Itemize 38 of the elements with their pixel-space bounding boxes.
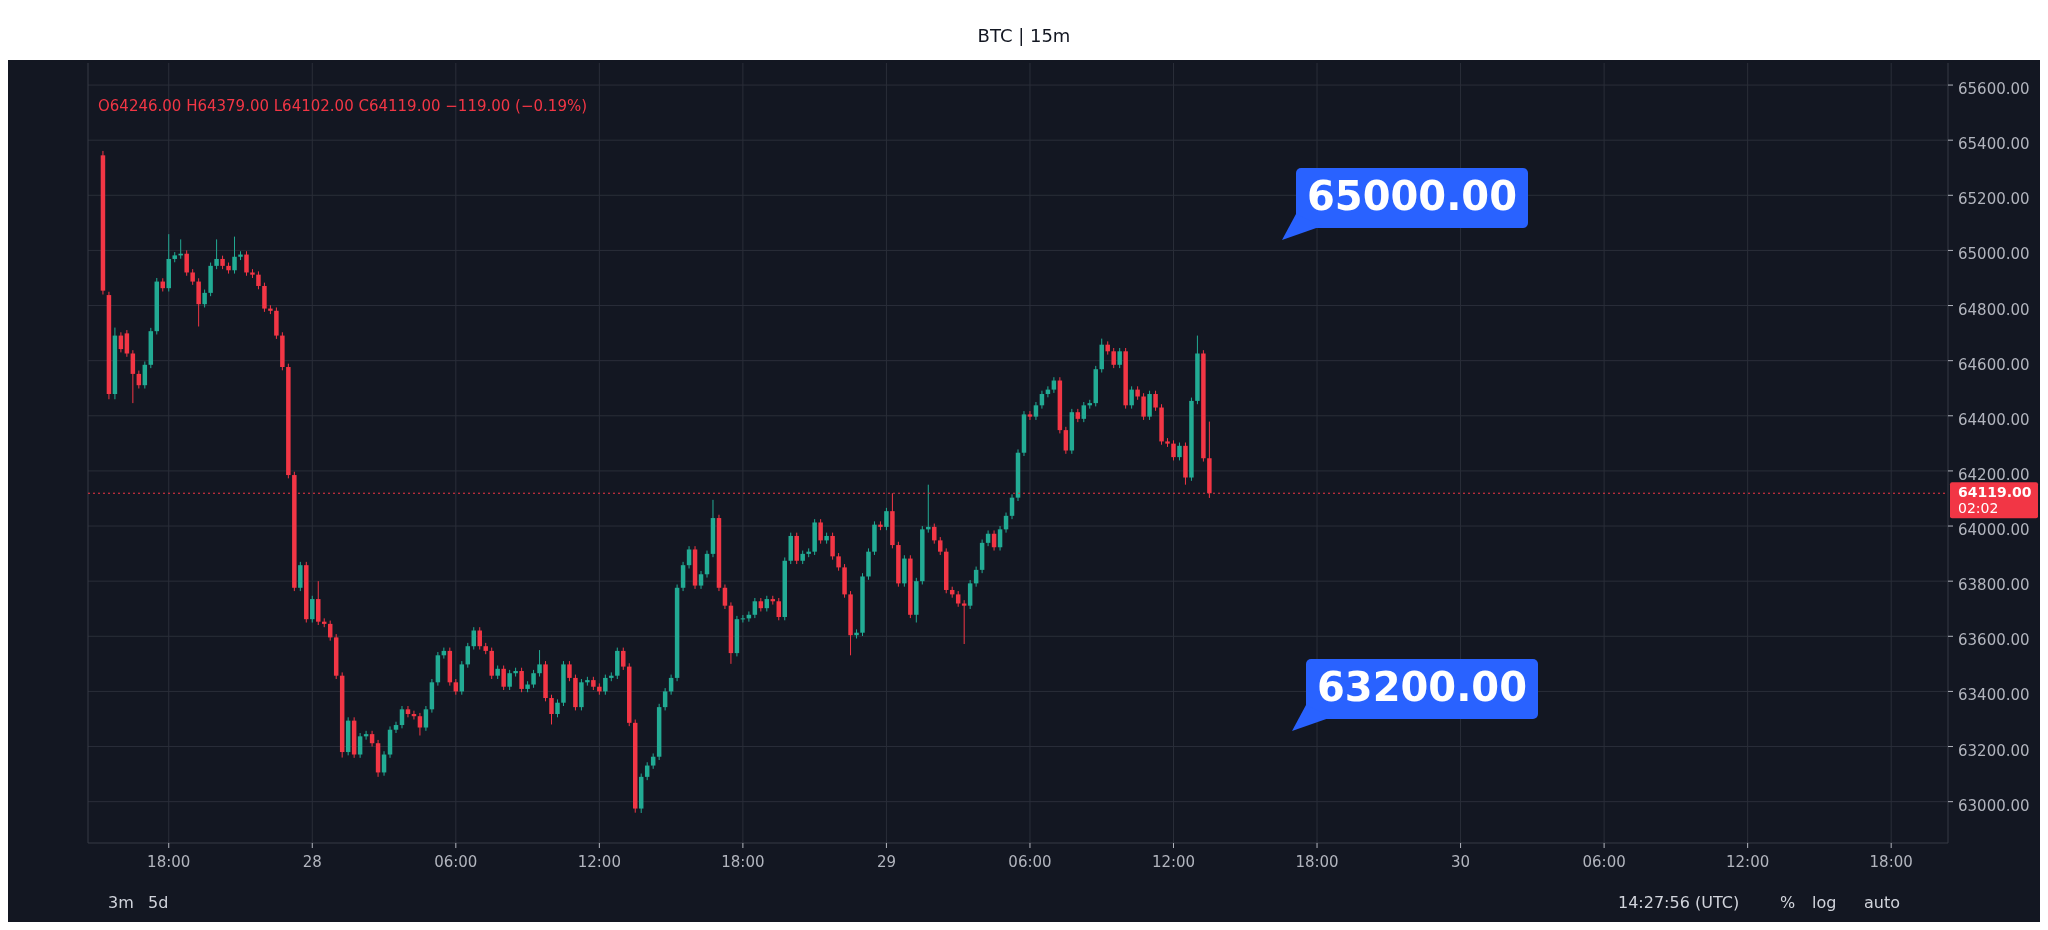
- y-tick-label: 65600.00: [1958, 80, 2030, 99]
- x-tick-label: 06:00: [1008, 853, 1052, 871]
- x-tick-label: 12:00: [1726, 853, 1770, 871]
- text: O64246.00 H64379.00 L64102.00 C64119.00 −119.00 (−0.19%): [98, 97, 588, 115]
- x-tick-label: 12:00: [577, 853, 621, 871]
- annotation: 65000.00: [1306, 173, 1518, 219]
- y-tick-label: 64000.00: [1958, 521, 2030, 540]
- text: 14:27:56 (UTC): [1618, 893, 1740, 912]
- y-tick-label: 65400.00: [1958, 135, 2030, 154]
- text: log: [1812, 893, 1837, 912]
- x-tick-label: 18:00: [1869, 853, 1913, 871]
- annotation: 63200.00: [1316, 664, 1528, 710]
- y-tick-label: 64200.00: [1958, 465, 2030, 484]
- x-tick-label: 29: [876, 853, 896, 871]
- y-tick-label: 63200.00: [1958, 741, 2030, 760]
- x-tick-label: 18:00: [147, 853, 191, 871]
- ref-line-label: 64119.00 02:02: [1958, 484, 2032, 517]
- y-tick-label: 65000.00: [1958, 245, 2030, 264]
- y-tick-label: 64600.00: [1958, 355, 2030, 374]
- x-tick-label: 30: [1451, 853, 1471, 871]
- text: 5d: [148, 893, 169, 912]
- x-tick-label: 06:00: [434, 853, 478, 871]
- y-tick-label: 64800.00: [1958, 300, 2030, 319]
- y-tick-label: 63600.00: [1958, 631, 2030, 650]
- text: 3m: [108, 893, 134, 912]
- text: auto: [1864, 893, 1901, 912]
- y-tick-label: 63000.00: [1958, 796, 2030, 815]
- x-tick-label: 06:00: [1582, 853, 1626, 871]
- y-tick-label: 65200.00: [1958, 190, 2030, 209]
- x-tick-label: 12:00: [1151, 853, 1196, 871]
- x-tick-label: 18:00: [1295, 853, 1339, 871]
- x-tick-label: 28: [302, 853, 322, 871]
- text: %: [1780, 893, 1796, 912]
- y-tick-label: 64400.00: [1958, 410, 2030, 429]
- y-tick-label: 63800.00: [1958, 576, 2030, 595]
- y-tick-label: 63400.00: [1958, 686, 2030, 705]
- x-tick-label: 18:00: [721, 853, 765, 871]
- chart-title: BTC | 15m: [977, 25, 1071, 46]
